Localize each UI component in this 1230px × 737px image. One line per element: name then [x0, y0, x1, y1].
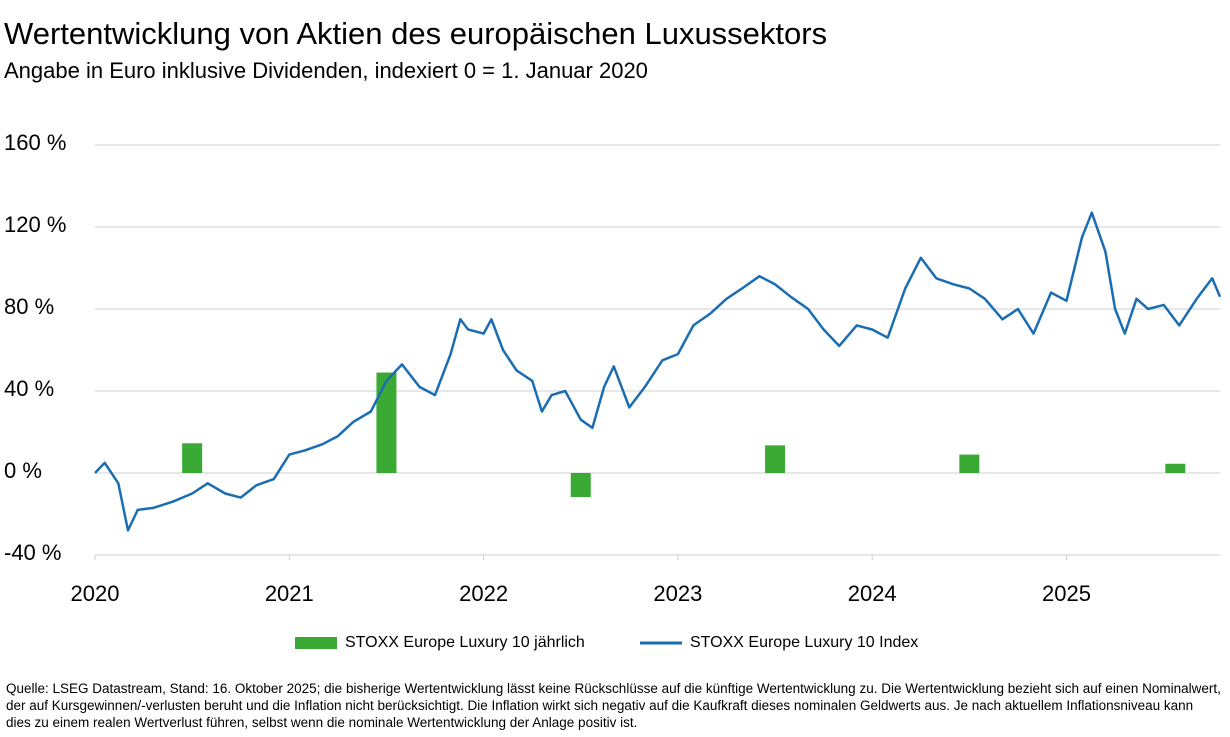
x-tick-label: 2023	[653, 581, 702, 606]
y-tick-label: 40 %	[4, 376, 54, 401]
x-tick-label: 2025	[1042, 581, 1091, 606]
bar	[376, 372, 397, 473]
legend-label: STOXX Europe Luxury 10 jährlich	[345, 634, 585, 651]
y-tick-label: 160 %	[4, 130, 66, 155]
x-tick-label: 2020	[71, 581, 120, 606]
x-tick-label: 2024	[848, 581, 897, 606]
y-tick-label: 80 %	[4, 294, 54, 319]
x-tick-label: 2022	[459, 581, 508, 606]
bar	[570, 473, 591, 497]
y-tick-label: 0 %	[4, 458, 42, 483]
chart-subtitle: Angabe in Euro inklusive Dividenden, ind…	[4, 58, 648, 83]
bar	[959, 454, 980, 473]
bar	[765, 445, 786, 473]
x-tick-label: 2021	[265, 581, 314, 606]
legend-label: STOXX Europe Luxury 10 Index	[690, 634, 918, 651]
chart: Wertentwicklung von Aktien des europäisc…	[4, 16, 1222, 651]
bar	[182, 443, 203, 473]
legend-swatch	[295, 637, 337, 649]
line	[94, 211, 1222, 532]
chart-title: Wertentwicklung von Aktien des europäisc…	[4, 16, 827, 51]
bar	[1165, 463, 1186, 473]
y-tick-label: 120 %	[4, 212, 66, 237]
source-note: Quelle: LSEG Datastream, Stand: 16. Okto…	[6, 681, 1221, 730]
y-tick-label: -40 %	[4, 540, 61, 565]
